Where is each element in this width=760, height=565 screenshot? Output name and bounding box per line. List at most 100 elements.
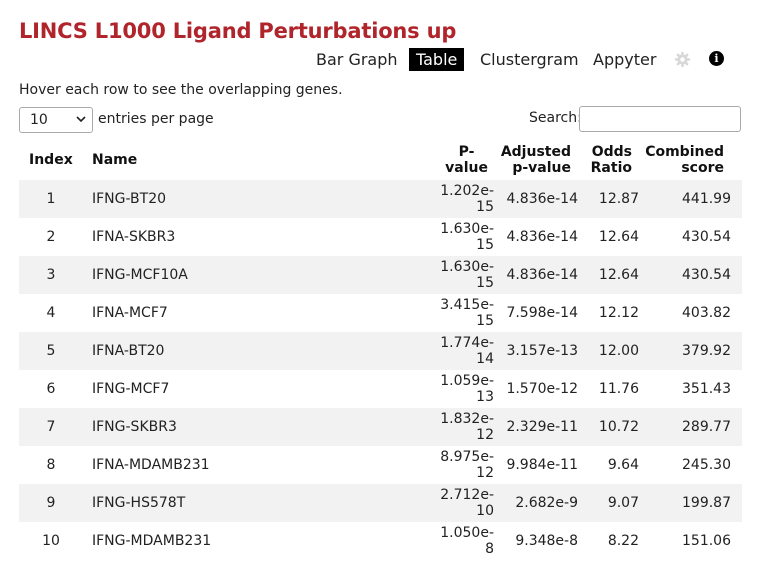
header-odds-line2: Ratio [590, 160, 632, 176]
tab-table[interactable]: Table [409, 48, 465, 71]
header-pvalue-line2: value [445, 160, 488, 176]
header-adjusted-line1: Adjusted [500, 144, 571, 160]
row-index: 9 [46, 495, 56, 511]
row-combined-score: 151.06 [682, 533, 731, 549]
header-odds-line1: Odds [591, 144, 632, 160]
row-name: IFNA-SKBR3 [92, 229, 176, 245]
search-label: Search: [529, 110, 582, 126]
row-pvalue-mantissa: 3.415e- [440, 297, 494, 313]
results-table-body: 1 IFNG-BT20 1.202e- 15 4.836e-14 12.87 44… [19, 180, 742, 560]
row-odds-ratio: 12.00 [598, 343, 639, 359]
row-name: IFNA-MDAMB231 [92, 457, 210, 473]
header-combined-score[interactable]: Combined score [645, 144, 724, 176]
row-pvalue: 1.832e- 12 [434, 411, 494, 443]
row-pvalue: 1.050e- 8 [434, 525, 494, 557]
row-pvalue: 1.630e- 15 [434, 259, 494, 291]
row-pvalue-exponent: 12 [476, 465, 494, 481]
row-adjusted-pvalue: 9.984e-11 [506, 457, 578, 473]
info-icon[interactable]: i [709, 51, 724, 66]
row-adjusted-pvalue: 9.348e-8 [515, 533, 578, 549]
row-odds-ratio: 8.22 [607, 533, 639, 549]
table-row[interactable]: 6 IFNG-MCF7 1.059e- 13 1.570e-12 11.76 35… [19, 370, 742, 408]
row-pvalue: 2.712e- 10 [434, 487, 494, 519]
header-combined-line1: Combined [645, 144, 724, 160]
row-index: 3 [46, 267, 56, 283]
row-combined-score: 430.54 [682, 267, 731, 283]
row-pvalue-mantissa: 1.630e- [440, 259, 494, 275]
row-adjusted-pvalue: 2.329e-11 [506, 419, 578, 435]
entries-per-page-value: 10 [30, 112, 48, 128]
gear-icon[interactable] [674, 51, 691, 68]
header-pvalue[interactable]: P- value [445, 144, 488, 176]
row-adjusted-pvalue: 7.598e-14 [506, 305, 578, 321]
row-index: 2 [46, 229, 56, 245]
table-row[interactable]: 5 IFNA-BT20 1.774e- 14 3.157e-13 12.00 37… [19, 332, 742, 370]
row-name: IFNA-MCF7 [92, 305, 168, 321]
row-odds-ratio: 12.64 [598, 267, 639, 283]
row-name: IFNG-BT20 [92, 191, 167, 207]
row-pvalue-mantissa: 8.975e- [440, 449, 494, 465]
table-row[interactable]: 1 IFNG-BT20 1.202e- 15 4.836e-14 12.87 44… [19, 180, 742, 218]
row-pvalue-exponent: 15 [476, 237, 494, 253]
row-name: IFNG-SKBR3 [92, 419, 177, 435]
table-header: Index Name P- value Adjusted p-value Odd… [19, 144, 742, 181]
row-combined-score: 379.92 [682, 343, 731, 359]
row-index: 10 [42, 533, 60, 549]
row-combined-score: 441.99 [682, 191, 731, 207]
row-pvalue-mantissa: 2.712e- [440, 487, 494, 503]
view-tabs: Bar Graph Table Clustergram Appyter i [0, 48, 760, 72]
row-pvalue: 8.975e- 12 [434, 449, 494, 481]
row-pvalue: 1.202e- 15 [434, 183, 494, 215]
search-input[interactable] [579, 106, 741, 132]
row-odds-ratio: 11.76 [598, 381, 639, 397]
row-pvalue-exponent: 8 [485, 541, 494, 557]
tab-clustergram[interactable]: Clustergram [480, 50, 579, 69]
row-odds-ratio: 10.72 [598, 419, 639, 435]
table-row[interactable]: 7 IFNG-SKBR3 1.832e- 12 2.329e-11 10.72 2… [19, 408, 742, 446]
row-adjusted-pvalue: 4.836e-14 [506, 267, 578, 283]
chevron-down-icon [76, 116, 86, 123]
row-name: IFNG-MCF10A [92, 267, 188, 283]
row-pvalue-mantissa: 1.630e- [440, 221, 494, 237]
header-adjusted-line2: p-value [512, 160, 571, 176]
header-index[interactable]: Index [29, 152, 73, 168]
header-odds-ratio[interactable]: Odds Ratio [591, 144, 632, 176]
row-adjusted-pvalue: 3.157e-13 [506, 343, 578, 359]
row-adjusted-pvalue: 4.836e-14 [506, 191, 578, 207]
row-odds-ratio: 12.87 [598, 191, 639, 207]
row-pvalue-exponent: 15 [476, 275, 494, 291]
row-combined-score: 245.30 [682, 457, 731, 473]
row-name: IFNA-BT20 [92, 343, 165, 359]
row-pvalue: 3.415e- 15 [434, 297, 494, 329]
row-combined-score: 351.43 [682, 381, 731, 397]
table-row[interactable]: 3 IFNG-MCF10A 1.630e- 15 4.836e-14 12.64 … [19, 256, 742, 294]
table-row[interactable]: 8 IFNA-MDAMB231 8.975e- 12 9.984e-11 9.64… [19, 446, 742, 484]
table-row[interactable]: 9 IFNG-HS578T 2.712e- 10 2.682e-9 9.07 19… [19, 484, 742, 522]
entries-per-page-select[interactable]: 10 [19, 107, 93, 133]
row-pvalue-exponent: 14 [476, 351, 494, 367]
tab-appyter[interactable]: Appyter [593, 50, 657, 69]
header-name[interactable]: Name [92, 152, 138, 168]
row-index: 5 [46, 343, 56, 359]
row-adjusted-pvalue: 2.682e-9 [515, 495, 578, 511]
row-index: 4 [46, 305, 56, 321]
row-combined-score: 403.82 [682, 305, 731, 321]
tab-bar-graph[interactable]: Bar Graph [316, 50, 398, 69]
header-adjusted-pvalue[interactable]: Adjusted p-value [501, 144, 571, 176]
table-row[interactable]: 10 IFNG-MDAMB231 1.050e- 8 9.348e-8 8.22 … [19, 522, 742, 560]
row-name: IFNG-MDAMB231 [92, 533, 212, 549]
row-pvalue: 1.059e- 13 [434, 373, 494, 405]
row-pvalue-mantissa: 1.774e- [440, 335, 494, 351]
table-row[interactable]: 2 IFNA-SKBR3 1.630e- 15 4.836e-14 12.64 4… [19, 218, 742, 256]
header-pvalue-line1: P- [458, 144, 475, 160]
row-pvalue-mantissa: 1.202e- [440, 183, 494, 199]
row-pvalue-mantissa: 1.050e- [440, 525, 494, 541]
row-name: IFNG-HS578T [92, 495, 186, 511]
table-row[interactable]: 4 IFNA-MCF7 3.415e- 15 7.598e-14 12.12 40… [19, 294, 742, 332]
row-combined-score: 430.54 [682, 229, 731, 245]
row-pvalue-exponent: 10 [476, 503, 494, 519]
row-pvalue-exponent: 15 [476, 313, 494, 329]
header-combined-line2: score [681, 160, 724, 176]
row-combined-score: 289.77 [682, 419, 731, 435]
row-adjusted-pvalue: 1.570e-12 [506, 381, 578, 397]
